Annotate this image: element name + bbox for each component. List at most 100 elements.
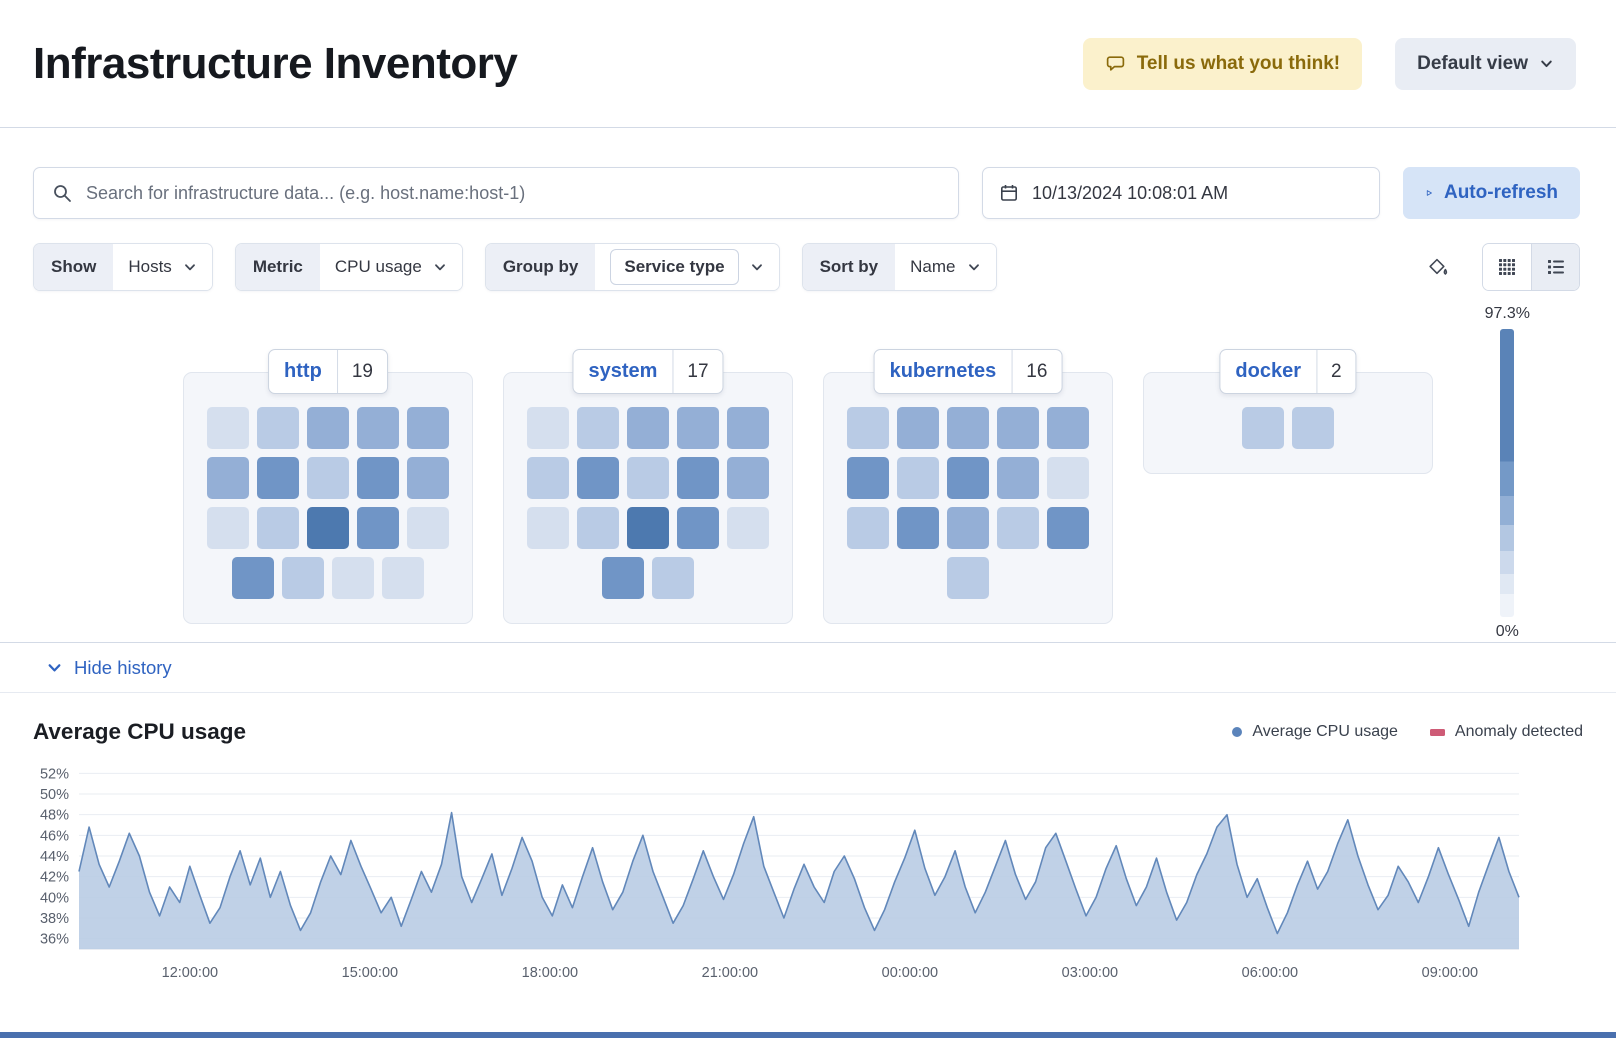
host-square[interactable] (847, 407, 889, 449)
host-square[interactable] (627, 407, 669, 449)
group-count: 17 (687, 360, 709, 382)
host-square[interactable] (257, 507, 299, 549)
host-square[interactable] (677, 507, 719, 549)
host-square-row (527, 457, 769, 499)
host-square[interactable] (602, 557, 644, 599)
host-square[interactable] (1242, 407, 1284, 449)
group-badge: system 17 (572, 349, 724, 394)
host-square[interactable] (577, 407, 619, 449)
host-square[interactable] (627, 457, 669, 499)
search-input[interactable] (86, 182, 941, 204)
host-square[interactable] (577, 507, 619, 549)
host-square[interactable] (997, 507, 1039, 549)
chevron-down-icon (48, 664, 61, 672)
host-square[interactable] (357, 507, 399, 549)
svg-text:15:00:00: 15:00:00 (342, 965, 398, 981)
host-square-row (847, 457, 1089, 499)
host-square[interactable] (947, 457, 989, 499)
svg-text:38%: 38% (40, 911, 69, 927)
host-square[interactable] (1047, 407, 1089, 449)
show-filter-select[interactable]: Hosts (113, 244, 212, 290)
host-square[interactable] (307, 457, 349, 499)
group-badge: kubernetes 16 (873, 349, 1063, 394)
group-by-filter-select[interactable]: Service type (595, 244, 779, 290)
group-name-link[interactable]: http (284, 360, 322, 382)
feedback-button[interactable]: Tell us what you think! (1082, 37, 1363, 90)
legend-item[interactable]: Average CPU usage (1232, 723, 1398, 741)
host-square[interactable] (1047, 457, 1089, 499)
host-square[interactable] (677, 407, 719, 449)
host-square[interactable] (947, 507, 989, 549)
host-square[interactable] (407, 457, 449, 499)
svg-text:50%: 50% (40, 787, 69, 803)
host-square[interactable] (847, 507, 889, 549)
scale-max-label: 97.3% (1484, 305, 1530, 322)
group-badge: docker 2 (1219, 349, 1357, 394)
host-square[interactable] (727, 507, 769, 549)
host-square[interactable] (307, 407, 349, 449)
host-square[interactable] (527, 507, 569, 549)
badge-divider (336, 350, 338, 393)
host-square[interactable] (282, 557, 324, 599)
host-square[interactable] (897, 407, 939, 449)
host-square[interactable] (997, 407, 1039, 449)
group-name-link[interactable]: docker (1235, 360, 1302, 382)
host-square[interactable] (407, 407, 449, 449)
calendar-icon (1000, 185, 1017, 201)
host-square[interactable] (307, 507, 349, 549)
host-square[interactable] (257, 407, 299, 449)
host-square[interactable] (577, 457, 619, 499)
host-square[interactable] (677, 457, 719, 499)
host-square[interactable] (232, 557, 274, 599)
host-square[interactable] (897, 507, 939, 549)
host-square[interactable] (897, 457, 939, 499)
hide-history-toggle[interactable]: Hide history (46, 657, 172, 679)
hide-history-label: Hide history (74, 656, 172, 678)
host-square[interactable] (207, 507, 249, 549)
host-square[interactable] (727, 407, 769, 449)
scale-min-label: 0% (1495, 623, 1519, 640)
host-square[interactable] (407, 507, 449, 549)
search-box (33, 167, 959, 219)
host-square[interactable] (947, 407, 989, 449)
host-square[interactable] (257, 457, 299, 499)
host-square[interactable] (357, 407, 399, 449)
host-square[interactable] (1292, 407, 1334, 449)
badge-divider (1011, 350, 1013, 393)
host-square[interactable] (332, 557, 374, 599)
view-picker-button[interactable]: Default view (1395, 37, 1576, 90)
host-square[interactable] (1047, 507, 1089, 549)
search-icon (54, 185, 71, 202)
metric-filter-select[interactable]: CPU usage (319, 244, 462, 290)
host-square[interactable] (627, 507, 669, 549)
group-name-link[interactable]: system (588, 360, 658, 382)
host-square[interactable] (382, 557, 424, 599)
legend-marker (1429, 728, 1445, 736)
host-square[interactable] (207, 457, 249, 499)
group-name-link[interactable]: kubernetes (889, 360, 997, 382)
date-picker-button[interactable]: 10/13/2024 10:08:01 AM (982, 167, 1380, 219)
host-square[interactable] (727, 457, 769, 499)
svg-text:03:00:00: 03:00:00 (1062, 965, 1118, 981)
host-square[interactable] (997, 457, 1039, 499)
grid-view-button[interactable] (1483, 244, 1531, 290)
svg-text:44%: 44% (40, 849, 69, 865)
svg-text:21:00:00: 21:00:00 (702, 965, 758, 981)
host-square[interactable] (847, 457, 889, 499)
auto-refresh-button[interactable]: Auto-refresh (1403, 167, 1580, 219)
host-square[interactable] (207, 407, 249, 449)
sort-by-filter-select[interactable]: Name (895, 244, 996, 290)
legend-item[interactable]: Anomaly detected (1429, 723, 1583, 741)
chart-header: Average CPU usage Average CPU usage Anoma… (33, 719, 1583, 745)
table-view-button[interactable] (1531, 244, 1579, 290)
page-title: Infrastructure Inventory (33, 38, 518, 88)
fill-color-button[interactable] (1414, 244, 1460, 290)
datetime-value: 10/13/2024 10:08:01 AM (1032, 182, 1229, 203)
host-square[interactable] (527, 407, 569, 449)
host-square[interactable] (652, 557, 694, 599)
host-square[interactable] (947, 557, 989, 599)
svg-text:46%: 46% (40, 828, 69, 844)
host-square[interactable] (527, 457, 569, 499)
host-square[interactable] (357, 457, 399, 499)
color-scale-legend: 97.3% 0% (1485, 305, 1530, 641)
